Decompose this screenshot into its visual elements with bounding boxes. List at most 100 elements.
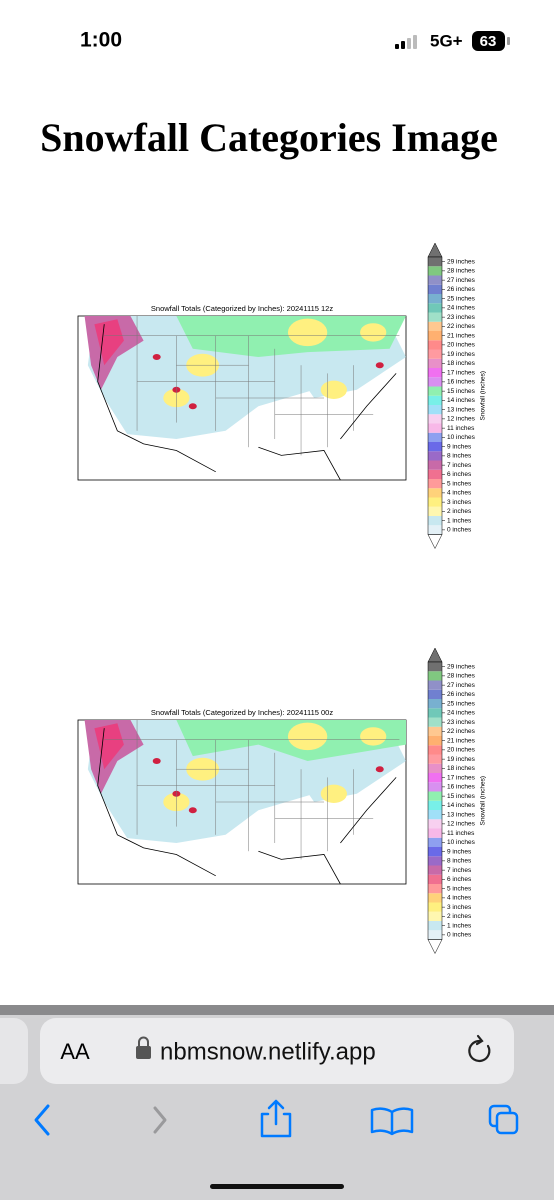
colorbar-swatch (428, 340, 442, 350)
figure: Snowfall Totals (Categorized by Inches):… (77, 647, 487, 955)
colorbar-axis-label: Snowfall (inches) (480, 776, 487, 826)
colorbar-label: 23 inches (447, 314, 476, 321)
colorbar-swatch (428, 865, 442, 875)
colorbar-label: 13 inches (447, 811, 476, 818)
colorbar-label: 15 inches (447, 793, 476, 800)
colorbar-label: 19 inches (447, 351, 476, 358)
colorbar-swatch (428, 800, 442, 810)
colorbar-swatch (428, 754, 442, 764)
colorbar-label: 13 inches (447, 406, 476, 413)
colorbar-label: 7 inches (447, 867, 472, 874)
heavy-snow (94, 723, 124, 770)
colorbar-label: 12 inches (447, 821, 476, 828)
reload-button[interactable] (468, 1034, 491, 1063)
colorbar-label: 27 inches (447, 277, 476, 284)
state-lines (104, 316, 400, 456)
colorbar-label: 16 inches (447, 784, 476, 791)
snow-patch (360, 727, 387, 746)
heavy-spot (188, 807, 197, 814)
colorbar-swatch (428, 349, 442, 359)
colorbar-swatch (428, 321, 442, 331)
colorbar-swatch (428, 884, 442, 894)
address-bar[interactable] (40, 1018, 514, 1084)
colorbar-swatch (428, 442, 442, 452)
colorbar-swatch (428, 921, 442, 931)
colorbar-swatch (428, 386, 442, 396)
colorbar-label: 17 inches (447, 369, 476, 376)
colorbar-swatch (428, 358, 442, 368)
url-text[interactable]: nbmsnow.netlify.app (160, 1038, 376, 1065)
previous-tab[interactable] (0, 1018, 28, 1084)
snow-patch (320, 380, 347, 399)
colorbar-swatch (428, 460, 442, 470)
snow-patch (320, 784, 347, 803)
colorbar-bottom-arrow (427, 534, 443, 550)
colorbar-swatch (428, 516, 442, 526)
colorbar-label: 24 inches (447, 710, 476, 717)
coastline (97, 324, 397, 481)
colorbar-swatch (428, 856, 442, 866)
colorbar-swatch (428, 819, 442, 829)
colorbar-swatch (428, 275, 442, 285)
heavy-spot (375, 766, 384, 773)
colorbar-label: 21 inches (447, 332, 476, 339)
colorbar-label: 10 inches (447, 839, 476, 846)
text-size-button[interactable]: AA (60, 1039, 90, 1064)
colorbar-label: 2 inches (447, 508, 472, 515)
tabs-button[interactable] (488, 1104, 519, 1135)
colorbar-swatch (428, 791, 442, 801)
colorbar-swatch (428, 284, 442, 294)
colorbar-swatch (428, 266, 442, 276)
battery-body (472, 31, 505, 51)
colorbar-label: 1 inches (447, 517, 472, 524)
colorbar-swatch (428, 680, 442, 690)
colorbar-label: 6 inches (447, 471, 472, 478)
colorbar-label: 26 inches (447, 286, 476, 293)
colorbar-label: 4 inches (447, 490, 472, 497)
colorbar-swatch (428, 745, 442, 755)
colorbar-label: 26 inches (447, 691, 476, 698)
heavy-spot (152, 758, 161, 764)
colorbar-swatch (428, 930, 442, 940)
toolbar-shadow (0, 1005, 554, 1015)
snow-patch (287, 722, 328, 751)
colorbar-swatch (428, 893, 442, 903)
colorbar-swatch (428, 810, 442, 820)
colorbar-swatch (428, 488, 442, 498)
colorbar-swatch (428, 377, 442, 387)
snow-patch (360, 323, 387, 342)
heavy-spot (375, 362, 384, 369)
back-button[interactable] (34, 1104, 50, 1136)
forward-button[interactable] (153, 1106, 167, 1134)
colorbar-top-arrow (427, 647, 443, 663)
colorbar-label: 15 inches (447, 388, 476, 395)
colorbar-swatch (428, 874, 442, 884)
colorbar-swatch (428, 405, 442, 415)
colorbar-label: 6 inches (447, 876, 472, 883)
colorbar-swatch (428, 763, 442, 773)
colorbar-label: 8 inches (447, 453, 472, 460)
colorbar-label: 29 inches (447, 663, 476, 670)
colorbar-swatch (428, 782, 442, 792)
bookmarks-button[interactable] (370, 1107, 414, 1136)
colorbar-swatch (428, 479, 442, 489)
signal-icon (395, 35, 417, 49)
colorbar-label: 28 inches (447, 268, 476, 275)
colorbar-label: 12 inches (447, 416, 476, 423)
colorbar-swatch (428, 257, 442, 267)
colorbar-label: 5 inches (447, 885, 472, 892)
colorbar-label: 25 inches (447, 295, 476, 302)
snow-cover (87, 720, 324, 843)
share-button[interactable] (260, 1099, 292, 1138)
colorbar-swatch (428, 497, 442, 507)
colorbar-label: 4 inches (447, 895, 472, 902)
colorbar-label: 27 inches (447, 682, 476, 689)
colorbar-label: 29 inches (447, 258, 476, 265)
home-indicator (210, 1184, 344, 1189)
colorbar-label: 21 inches (447, 737, 476, 744)
colorbar-label: 5 inches (447, 480, 472, 487)
colorbar-swatch (428, 911, 442, 921)
colorbar-swatch (428, 312, 442, 322)
page-heading: Snowfall Categories Image (40, 115, 498, 160)
